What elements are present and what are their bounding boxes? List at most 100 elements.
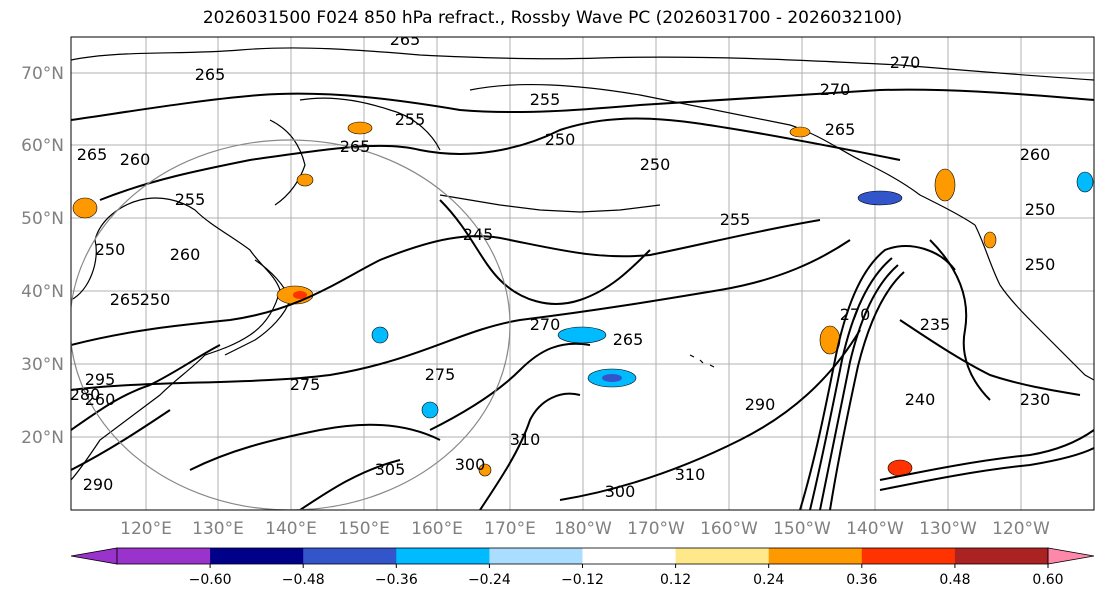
colorbar-segment: [489, 548, 583, 564]
contour-line: [879, 447, 1094, 491]
contour-line: [879, 429, 1094, 481]
north-america-coastline: [974, 224, 1094, 381]
aleutians-coastline: [439, 194, 661, 213]
latitude-label: 50°N: [21, 209, 64, 229]
shade-orange: [934, 168, 956, 202]
contour-label: 300: [455, 455, 486, 474]
contour-label: 275: [290, 375, 321, 394]
colorbar-segment: [396, 548, 490, 564]
contour-label: 265: [340, 137, 371, 156]
colorbar-segment: [582, 548, 677, 564]
highlight-circles: [71, 139, 511, 510]
longitude-labels: 120°E 130°E 140°E 150°E 160°E 170°E 180°W 170°W…: [120, 519, 1050, 539]
colorbar-segment: [861, 548, 956, 564]
contour-line: [71, 219, 821, 346]
contour-label: 310: [510, 430, 541, 449]
contour-label: 250: [545, 130, 576, 149]
longitude-label: 160°E: [411, 519, 463, 539]
latitude-label: 20°N: [21, 428, 64, 448]
contour-line: [439, 199, 651, 305]
contour-label: 265: [390, 30, 421, 49]
shade-cyan: [1076, 171, 1094, 193]
graticule: [71, 37, 1094, 510]
shade-orange: [72, 197, 98, 219]
contour-line: [479, 392, 581, 510]
contour-label: 250: [640, 155, 671, 174]
contour-label: 270: [840, 305, 871, 324]
colorbar-tick-label: −0.60: [189, 572, 232, 588]
longitude-label: 120°E: [120, 519, 172, 539]
contour-label: 300: [605, 482, 636, 501]
north-coastline: [71, 47, 1094, 81]
contour-label: 265: [825, 120, 856, 139]
contour-line: [71, 88, 1094, 121]
colorbar: −0.60 −0.48 −0.36 −0.24 −0.12 0.12 0.24 0.36 0.4…: [70, 547, 1095, 588]
latitude-label: 70°N: [21, 64, 64, 84]
shade-cyan: [371, 326, 389, 344]
contour-line: [189, 423, 441, 471]
contour-label: 260: [170, 245, 201, 264]
contour-line: [819, 264, 899, 510]
longitude-label: 130°E: [192, 519, 244, 539]
longitude-label: 150°W: [773, 519, 831, 539]
contour-label: 235: [920, 315, 951, 334]
contour-label: 265: [77, 145, 108, 164]
refractivity-shading: [72, 121, 1094, 477]
colorbar-min-extend: [70, 547, 118, 565]
contour-label: 270: [530, 315, 561, 334]
colorbar-tick-label: 0.36: [846, 572, 877, 588]
colorbar-segment: [210, 548, 304, 564]
contour-label: 260: [85, 390, 116, 409]
contour-label: 305: [375, 460, 406, 479]
colorbar-tick-label: 0.48: [939, 572, 970, 588]
colorbar-max-extend: [1047, 547, 1095, 565]
shade-red: [293, 291, 307, 299]
contour-line: [71, 409, 171, 471]
contour-label: 255: [395, 110, 426, 129]
contour-label: 240: [905, 390, 936, 409]
colorbar-tick-label: −0.48: [282, 572, 325, 588]
contour-label: 270: [820, 80, 851, 99]
contour-label: 255: [530, 90, 561, 109]
contour-label: 290: [83, 475, 114, 494]
contour-label: 260: [120, 150, 151, 169]
longitude-label: 120°W: [992, 519, 1050, 539]
latitude-label: 40°N: [21, 282, 64, 302]
chart-title: 2026031500 F024 850 hPa refract., Rossby…: [202, 8, 903, 28]
latitude-label: 60°N: [21, 136, 64, 156]
contour-label: 280: [70, 385, 101, 404]
contour-lines: [71, 88, 1094, 510]
contour-line: [299, 459, 401, 510]
shade-blue: [857, 190, 903, 206]
colorbar-tick-label: −0.12: [561, 572, 604, 588]
colorbar-tick-label: 0.60: [1032, 572, 1063, 588]
contour-line: [829, 271, 905, 510]
contour-label: 265: [613, 330, 644, 349]
contour-label: 250: [140, 290, 171, 309]
contour-label: 290: [745, 395, 776, 414]
colorbar-tick-label: 0.12: [660, 572, 691, 588]
highlight-circle: [71, 139, 511, 510]
contour-line: [809, 257, 893, 510]
contour-label: 295: [85, 370, 116, 389]
contour-line: [559, 329, 861, 501]
colorbar-tick-label: −0.24: [468, 572, 511, 588]
shade-blue: [602, 374, 622, 382]
contour-label: 310: [675, 465, 706, 484]
colorbar-segment: [768, 548, 863, 564]
shade-orange: [789, 126, 811, 138]
shade-cyan: [557, 326, 607, 344]
shade-cyan: [421, 401, 439, 419]
colorbar-segment: [303, 548, 397, 564]
colorbar-segment: [954, 548, 1049, 564]
shade-orange: [478, 463, 492, 477]
contour-label: 270: [890, 53, 921, 72]
longitude-label: 170°E: [484, 519, 536, 539]
alaska-coastline: [469, 83, 976, 226]
japan-coastline: [224, 259, 291, 356]
longitude-label: 140°E: [265, 519, 317, 539]
contour-label: 255: [720, 210, 751, 229]
